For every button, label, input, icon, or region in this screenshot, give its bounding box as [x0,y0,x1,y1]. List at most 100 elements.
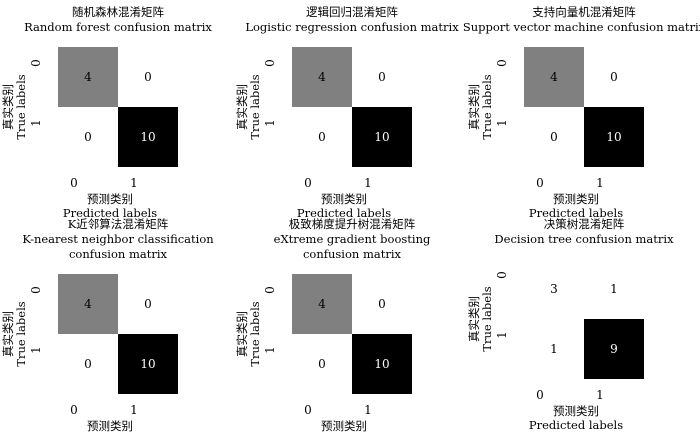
matrix-cell [58,274,118,334]
x-tick-label: 0 [536,176,544,190]
cell-value-label: 0 [610,70,618,84]
y-tick-label: 1 [495,331,509,339]
cell-value-label: 4 [84,70,92,84]
panel-title-line: 随机森林混淆矩阵 [72,5,164,19]
y-tick-label: 1 [495,119,509,127]
x-tick-label: 1 [596,176,604,190]
x-axis-label-line: Predicted labels [297,206,391,220]
matrix-cell [118,47,178,107]
x-axis-label-line: Predicted labels [529,206,623,220]
panel-title-line: 决策树混淆矩阵 [544,217,625,231]
cell-value-label: 10 [140,130,155,144]
matrix-cell [118,107,178,167]
x-axis-label-line: 预测类别 [321,419,367,433]
x-tick-label: 0 [304,403,312,417]
panel-title-line: Decision tree confusion matrix [494,232,674,246]
cell-value-label: 10 [140,357,155,371]
x-tick-label: 1 [596,388,604,402]
x-tick-label: 1 [364,403,372,417]
y-tick-label: 1 [29,119,43,127]
matrix-cell [584,259,644,319]
matrix-cell [584,107,644,167]
y-axis-label-line: 真实类别 [467,84,481,130]
cell-value-label: 0 [378,297,386,311]
matrix-cell [58,47,118,107]
cell-value-label: 0 [144,297,152,311]
panel-title-line: Random forest confusion matrix [24,20,212,34]
y-axis-label-line: 真实类别 [467,296,481,342]
panel-title-line: Logistic regression confusion matrix [245,20,459,34]
y-tick-label: 0 [29,59,43,67]
x-tick-label: 1 [130,403,138,417]
panel-title-line: K近邻算法混淆矩阵 [68,217,169,231]
matrix-cell [58,334,118,394]
x-tick-label: 1 [130,176,138,190]
x-axis-label-line: 预测类别 [553,192,599,206]
cell-value-label: 4 [84,297,92,311]
cell-value-label: 3 [550,282,558,296]
panel-title-line: Support vector machine confusion matrix [463,20,700,34]
y-axis-label-line: True labels [480,286,494,351]
y-tick-label: 0 [263,59,277,67]
x-tick-label: 0 [70,403,78,417]
cell-value-label: 0 [550,130,558,144]
y-axis-label-line: 真实类别 [235,84,249,130]
cell-value-label: 10 [374,357,389,371]
y-axis-label-line: True labels [14,301,28,366]
cell-value-label: 0 [318,130,326,144]
matrix-cell [292,274,352,334]
matrix-cell [352,107,412,167]
y-tick-label: 0 [495,271,509,279]
y-tick-label: 1 [263,346,277,354]
y-tick-label: 1 [263,119,277,127]
matrix-cell [524,47,584,107]
matrix-cell [352,47,412,107]
matrix-cell [352,274,412,334]
cell-value-label: 4 [318,297,326,311]
cell-value-label: 1 [610,282,618,296]
cell-value-label: 10 [606,130,621,144]
y-axis-label-line: True labels [14,74,28,139]
matrix-cell [118,334,178,394]
cell-value-label: 0 [144,70,152,84]
matrix-cell [292,47,352,107]
cell-value-label: 0 [378,70,386,84]
y-axis-label-line: 真实类别 [235,311,249,357]
panel-title-line: 逻辑回归混淆矩阵 [306,5,398,19]
panel-title-line: confusion matrix [69,247,168,261]
matrix-cell [292,107,352,167]
matrix-cell [584,47,644,107]
x-tick-label: 1 [364,176,372,190]
matrix-cell [118,274,178,334]
panel-title-line: eXtreme gradient boosting [274,232,431,246]
matrix-cell [524,107,584,167]
cell-value-label: 4 [318,70,326,84]
x-axis-label-line: 预测类别 [87,419,133,433]
y-axis-label-line: 真实类别 [1,311,15,357]
cell-value-label: 1 [550,342,558,356]
panel-title-line: 极致梯度提升树混淆矩阵 [289,217,416,231]
x-tick-label: 0 [304,176,312,190]
x-axis-label-line: Predicted labels [529,418,623,432]
cell-value-label: 0 [84,130,92,144]
matrix-cell [524,259,584,319]
matrix-cell [524,319,584,379]
cell-value-label: 9 [610,342,618,356]
x-tick-label: 0 [536,388,544,402]
x-axis-label-line: 预测类别 [553,404,599,418]
cell-value-label: 0 [318,357,326,371]
cell-value-label: 10 [374,130,389,144]
y-tick-label: 0 [263,286,277,294]
panel-title-line: K-nearest neighbor classification [22,232,214,246]
x-axis-label-line: 预测类别 [87,192,133,206]
x-axis-label-line: 预测类别 [321,192,367,206]
y-axis-label-line: True labels [248,301,262,366]
matrix-cell [584,319,644,379]
y-axis-label-line: True labels [480,74,494,139]
